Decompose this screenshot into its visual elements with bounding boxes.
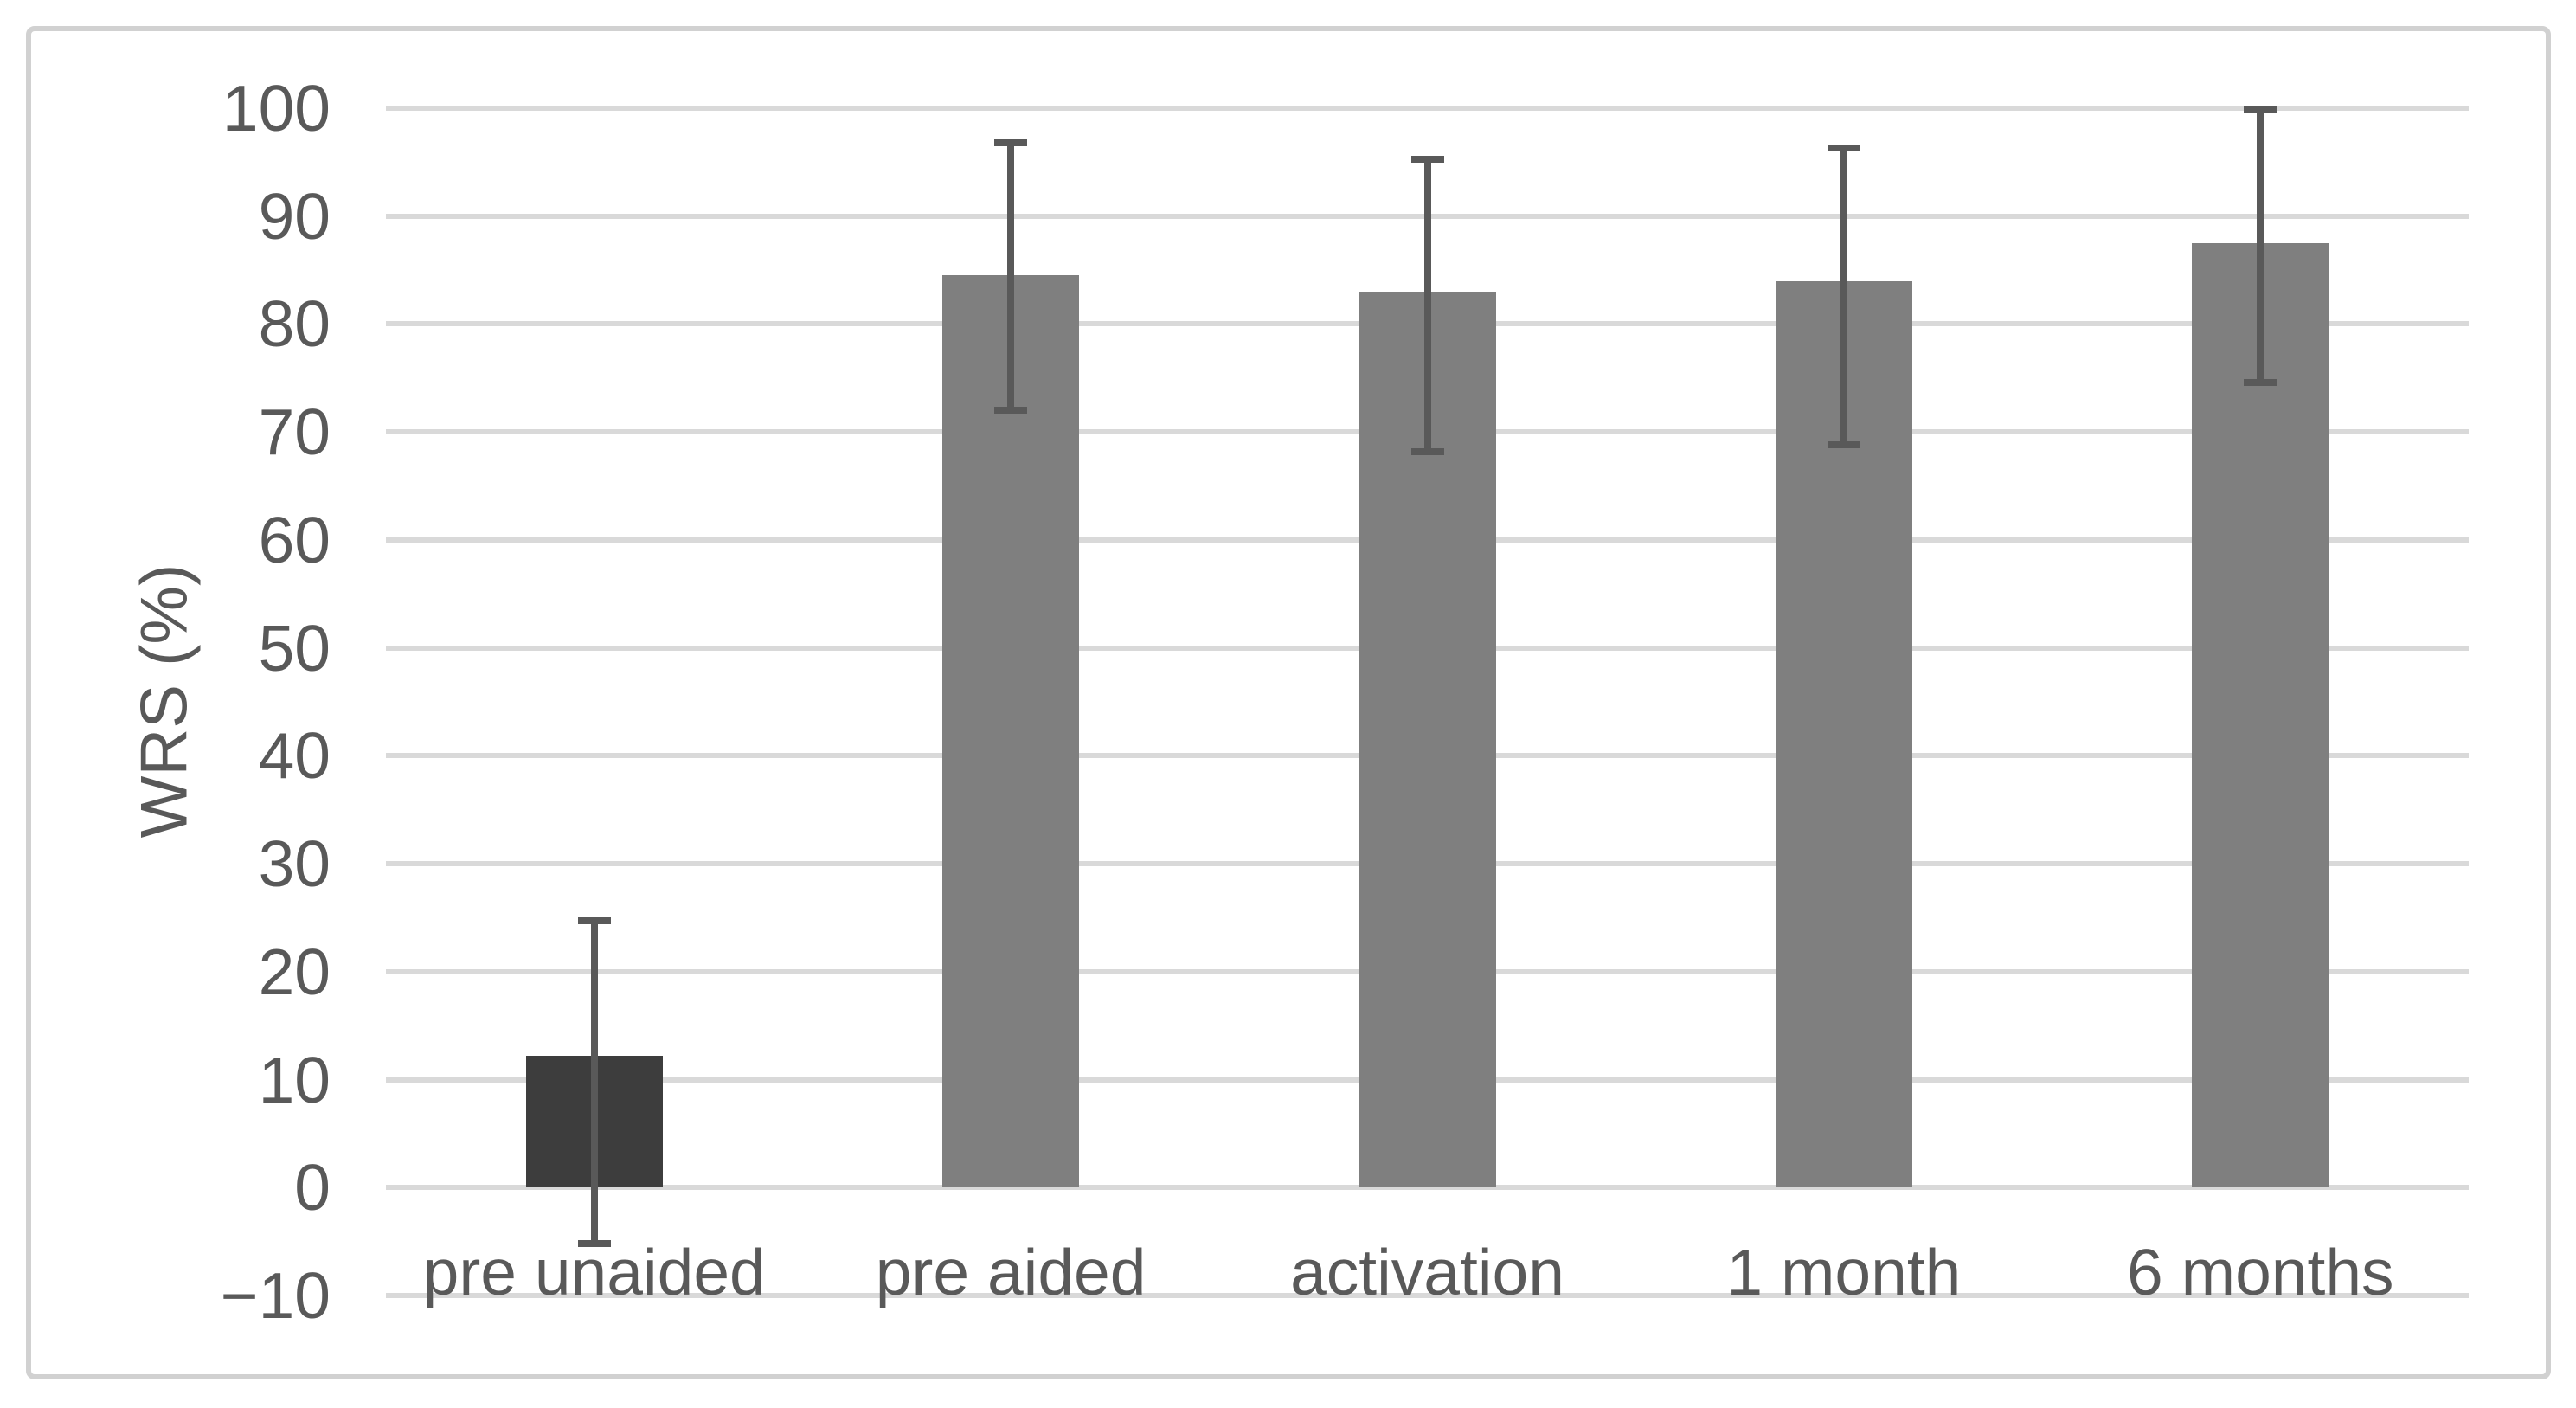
y-tick-label-10: 10 (258, 1043, 331, 1116)
x-category-label: pre aided (875, 1236, 1147, 1308)
x-category-label: 6 months (2127, 1236, 2394, 1308)
x-category-label: pre unaided (422, 1236, 766, 1308)
error-bar-bottom-cap (994, 407, 1028, 415)
y-tick-label-0: 0 (294, 1151, 331, 1225)
y-axis-tick-labels: 100 90 80 70 60 50 40 30 20 10 0 −10 (0, 72, 331, 1332)
y-tick-label-90: 90 (258, 179, 331, 253)
plot-area: pre unaided pre aided activation 1 month 6 m… (386, 106, 2469, 1308)
gridline-y100 (386, 106, 2469, 111)
error-bar-line (1007, 142, 1015, 411)
y-tick-label-100: 100 (222, 72, 331, 145)
error-bar-top-cap (2244, 106, 2277, 113)
y-tick-label-40: 40 (258, 719, 331, 793)
error-bar-bottom-cap (1827, 441, 1860, 449)
y-tick-label--10: −10 (220, 1259, 331, 1332)
y-tick-label-50: 50 (258, 611, 331, 685)
y-tick-label-30: 30 (258, 827, 331, 901)
gridline-y-10 (386, 1293, 2469, 1298)
error-bar-top-cap (1410, 155, 1444, 163)
error-bar-line (1840, 148, 1847, 446)
error-bar-bottom-cap (577, 1240, 611, 1248)
chart-frame-border (26, 26, 2551, 1379)
error-bar-line (1423, 158, 1431, 452)
gridline-y0 (386, 1185, 2469, 1191)
error-bar-bottom-cap (1410, 447, 1444, 455)
y-tick-label-60: 60 (258, 503, 331, 576)
y-tick-label-80: 80 (258, 287, 331, 361)
error-bar-top-cap (994, 138, 1028, 146)
y-tick-label-20: 20 (258, 935, 331, 1008)
error-bar-bottom-cap (2244, 378, 2277, 386)
bar-pre-aided (942, 275, 1080, 1188)
x-category-label: activation (1290, 1236, 1564, 1308)
x-category-label: 1 month (1726, 1236, 1962, 1308)
error-bar-line (590, 921, 598, 1244)
error-bar-top-cap (577, 917, 611, 925)
bar-6-months (2192, 242, 2329, 1188)
error-bar-top-cap (1827, 145, 1860, 152)
y-tick-label-70: 70 (258, 395, 331, 469)
error-bar-line (2257, 109, 2264, 383)
